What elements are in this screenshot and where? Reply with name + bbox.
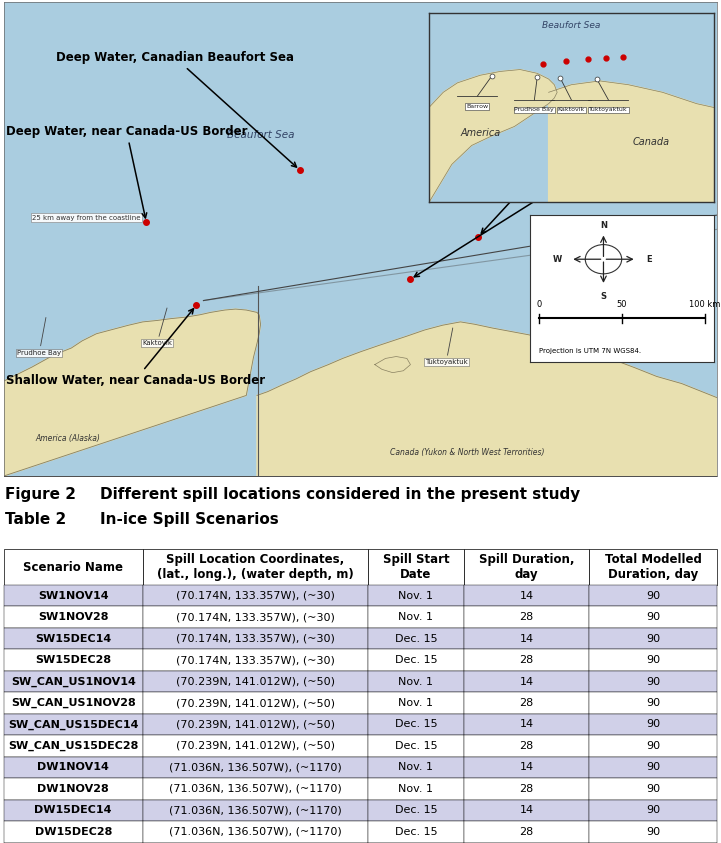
Text: Tuktoyaktuk: Tuktoyaktuk (425, 328, 467, 365)
Text: 0: 0 (536, 300, 541, 309)
Text: America: America (460, 128, 500, 138)
Text: S: S (601, 292, 606, 301)
Text: Projection is UTM 7N WGS84.: Projection is UTM 7N WGS84. (539, 347, 641, 354)
Text: Shallow Water, Canadian Beaufort Sea: Shallow Water, Canadian Beaufort Sea (415, 177, 691, 277)
Polygon shape (549, 81, 714, 202)
Polygon shape (4, 309, 260, 476)
Text: 100 km: 100 km (689, 300, 720, 309)
Text: Canada: Canada (632, 137, 670, 148)
Text: Prudhoe Bay: Prudhoe Bay (515, 107, 554, 112)
Text: Canada (Yukon & North West Terrorities): Canada (Yukon & North West Terrorities) (390, 448, 545, 457)
Text: Different spill locations considered in the present study: Different spill locations considered in … (100, 487, 580, 502)
Text: Beaufort Sea: Beaufort Sea (227, 130, 294, 139)
Text: 50: 50 (616, 300, 627, 309)
Text: E: E (647, 255, 653, 264)
Text: On a Canadian Shipping Route: On a Canadian Shipping Route (474, 125, 677, 234)
Text: 25 km away from the coastline: 25 km away from the coastline (32, 214, 141, 221)
Text: Figure 2: Figure 2 (5, 487, 76, 502)
Text: Tuktoyaktuk: Tuktoyaktuk (589, 107, 628, 112)
Text: Table 2: Table 2 (5, 513, 66, 527)
Text: Kaktovik: Kaktovik (142, 308, 172, 346)
Polygon shape (257, 322, 717, 476)
Text: Deep Water, Canadian Beaufort Sea: Deep Water, Canadian Beaufort Sea (56, 51, 296, 167)
Text: In-ice Spill Scenarios: In-ice Spill Scenarios (100, 513, 279, 527)
Text: W: W (553, 255, 562, 264)
Text: Kaktovik: Kaktovik (558, 107, 585, 112)
Polygon shape (429, 69, 557, 202)
Text: Beaufort Sea: Beaufort Sea (542, 21, 601, 30)
Polygon shape (375, 357, 410, 373)
Text: America (Alaska): America (Alaska) (35, 433, 100, 443)
Text: Barrow: Barrow (466, 104, 488, 109)
Text: Shallow Water, near Canada-US Border: Shallow Water, near Canada-US Border (6, 309, 265, 387)
Text: Deep Water, near Canada-US Border: Deep Water, near Canada-US Border (6, 125, 247, 217)
Text: Prudhoe Bay: Prudhoe Bay (17, 318, 61, 356)
Text: N: N (600, 221, 607, 230)
